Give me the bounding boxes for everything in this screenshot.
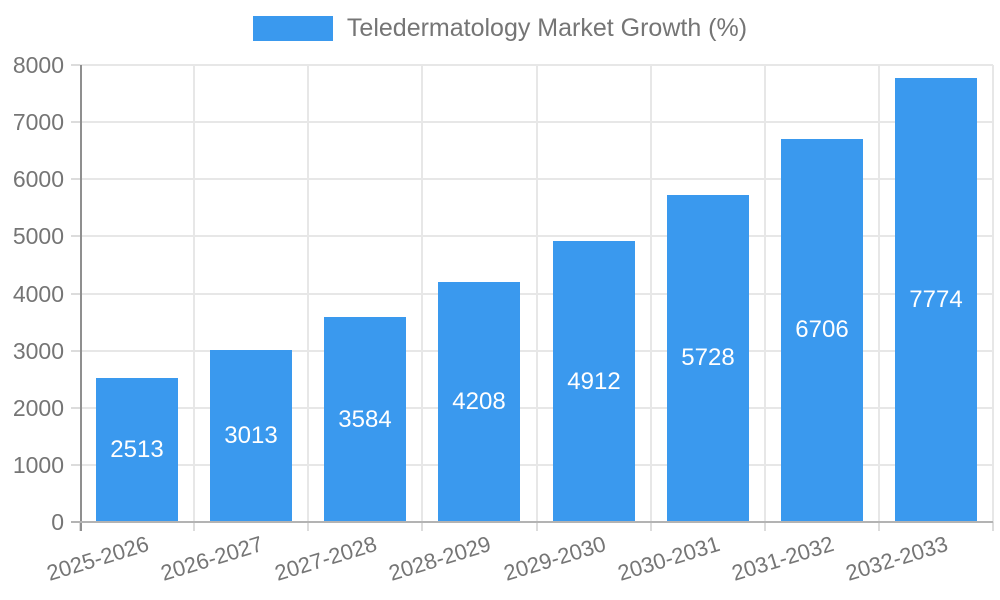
x-axis-tick	[877, 522, 880, 531]
v-gridline	[421, 65, 424, 522]
y-axis-tick	[71, 292, 80, 295]
x-axis-tick	[649, 522, 652, 531]
bar-value-label: 7774	[909, 286, 963, 313]
y-axis-tick-label: 7000	[12, 109, 64, 136]
bar-value-label: 3584	[338, 406, 392, 433]
legend-label: Teledermatology Market Growth (%)	[346, 14, 748, 42]
bar	[324, 317, 406, 522]
x-axis-tick	[307, 522, 310, 531]
bar	[210, 349, 292, 522]
bar	[781, 138, 863, 522]
x-axis-tick	[193, 522, 196, 531]
bar-value-label: 4912	[567, 368, 621, 395]
bar	[438, 281, 520, 522]
x-axis-line	[71, 521, 993, 523]
y-axis-tick-label: 3000	[12, 337, 64, 364]
bar-value-label: 4208	[452, 388, 506, 415]
bar	[553, 241, 635, 522]
y-axis-tick-label: 1000	[12, 451, 64, 478]
y-axis-tick-label: 4000	[12, 280, 64, 307]
legend-swatch	[252, 16, 333, 41]
y-axis-tick	[71, 406, 80, 409]
v-gridline	[535, 65, 538, 522]
chart-legend[interactable]: Teledermatology Market Growth (%)	[0, 16, 1000, 41]
y-axis-tick	[71, 463, 80, 466]
y-axis-tick	[71, 235, 80, 238]
y-axis-tick-label: 2000	[12, 394, 64, 421]
v-gridline	[992, 65, 994, 522]
bar	[667, 194, 749, 522]
x-axis-tick	[535, 522, 538, 531]
y-axis-tick	[71, 349, 80, 352]
y-axis-tick	[71, 121, 80, 124]
v-gridline	[877, 65, 880, 522]
y-axis-tick-label: 8000	[12, 52, 64, 78]
x-axis-tick	[421, 522, 424, 531]
bar	[96, 378, 178, 522]
v-gridline	[763, 65, 766, 522]
y-axis-line	[80, 65, 82, 531]
y-axis-tick-label: 5000	[12, 223, 64, 250]
v-gridline	[307, 65, 310, 522]
x-axis-tick	[763, 522, 766, 531]
y-axis-tick-label: 0	[51, 509, 64, 535]
y-axis-tick	[71, 178, 80, 181]
bar-value-label: 6706	[795, 316, 849, 343]
bar-value-label: 2513	[110, 436, 164, 463]
y-axis-tick	[71, 64, 80, 66]
bar	[895, 77, 977, 522]
v-gridline	[649, 65, 652, 522]
x-axis-tick	[992, 522, 994, 531]
bar-value-label: 3013	[224, 422, 278, 449]
y-axis-tick-label: 6000	[12, 166, 64, 193]
bar-value-label: 5728	[681, 344, 735, 371]
v-gridline	[193, 65, 196, 522]
